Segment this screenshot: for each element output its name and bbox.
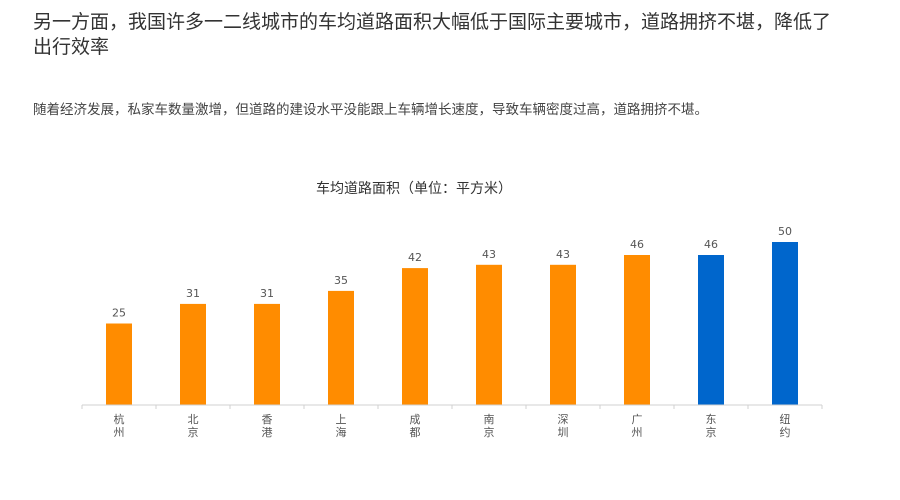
bar-1 [180,303,206,405]
bars-group [106,242,798,405]
x-tick-label-6: 深圳 [558,413,569,439]
chart-title: 车均道路面积（单位：平方米） [316,180,512,197]
bar-4 [402,268,428,405]
x-tick-label-3: 上海 [336,413,347,439]
bar-9 [772,242,798,405]
value-label-6: 43 [556,248,570,261]
x-tick-label-7: 广州 [632,413,643,439]
bar-3 [328,290,354,405]
value-label-8: 46 [704,238,718,251]
value-labels-group: 25 31 31 35 42 43 43 46 46 50 [112,225,792,320]
bar-8 [698,255,724,405]
bar-7 [624,255,650,405]
value-label-7: 46 [630,238,644,251]
page-title: 另一方面，我国许多一二线城市的车均道路面积大幅低于国际主要城市，道路拥挤不堪，降… [33,11,832,58]
value-label-3: 35 [334,274,348,287]
value-label-9: 50 [778,225,792,238]
x-tick-label-0: 杭州 [114,412,125,439]
value-label-4: 42 [408,251,422,264]
x-tick-label-2: 香港 [262,413,273,439]
bar-5 [476,264,502,405]
x-tick-label-4: 成都 [410,413,421,439]
x-tick-label-9: 纽约 [780,412,791,439]
page-subtitle: 随着经济发展，私家车数量激增，但道路的建设水平没能跟上车辆增长速度，导致车辆密度… [33,102,708,118]
bar-0 [106,323,132,405]
x-tick-label-8: 东京 [706,413,717,439]
bar-2 [254,303,280,405]
bar-6 [550,264,576,405]
value-label-2: 31 [260,287,274,300]
x-axis-ticks-group: 杭州 北京 香港 上海 成都 南京 深圳 广州 东京 纽约 [81,405,823,439]
x-tick-label-1: 北京 [188,413,199,439]
value-label-1: 31 [186,287,200,300]
value-label-0: 25 [112,307,126,320]
x-tick-label-5: 南京 [484,413,495,439]
value-label-5: 43 [482,248,496,261]
